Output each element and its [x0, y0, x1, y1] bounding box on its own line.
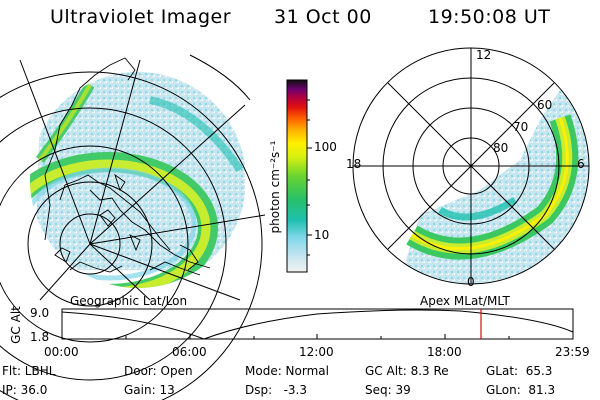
info-door: Door: Open	[124, 364, 193, 378]
altitude-curve	[61, 309, 574, 340]
info-gain: Gain: 13	[124, 383, 175, 397]
polar-plot	[352, 47, 590, 285]
altitude-ylabel: GC Alt	[9, 306, 23, 344]
mlt-label-18: 18	[346, 157, 362, 171]
info-glon: GLon: 81.3	[486, 383, 556, 397]
info-seq: Seq: 39	[365, 383, 411, 397]
x-tick-label: 00:00	[44, 345, 79, 359]
mlt-label-6: 6	[577, 157, 585, 171]
info-dsp: Dsp: -3.3	[245, 383, 308, 397]
time-label: 19:50:08 UT	[428, 6, 551, 28]
x-tick-label: 06:00	[172, 345, 207, 359]
altitude-y-top: 9.0	[30, 306, 50, 320]
instrument-title: Ultraviolet Imager	[50, 6, 232, 28]
colorbar	[286, 79, 312, 273]
x-tick-label: 18:00	[427, 345, 462, 359]
lat-label-80: 80	[493, 141, 509, 155]
left-panel-title: Geographic Lat/Lon	[70, 294, 188, 308]
info-flt: Flt: LBHL	[2, 364, 56, 378]
colorbar-unit-label: photon cm⁻²s⁻¹	[268, 140, 282, 234]
altitude-plot	[61, 308, 574, 340]
geographic-image	[0, 54, 266, 400]
colorbar-tick-100: 100	[314, 140, 337, 154]
mlt-label-0: 0	[467, 275, 475, 289]
info-ip: IP: 36.0	[2, 383, 48, 397]
info-glat: GLat: 65.3	[486, 364, 553, 378]
x-tick-label: 12:00	[299, 345, 334, 359]
x-tick-label: 23:59	[555, 345, 590, 359]
info-mode: Mode: Normal	[245, 364, 329, 378]
lat-label-70: 70	[513, 120, 529, 134]
mlt-label-12: 12	[476, 48, 492, 62]
right-panel-title: Apex MLat/MLT	[420, 294, 510, 308]
info-gcalt: GC Alt: 8.3 Re	[365, 364, 449, 378]
date-label: 31 Oct 00	[274, 6, 372, 28]
colorbar-tick-10: 10	[314, 228, 330, 242]
altitude-y-bottom: 1.8	[30, 330, 50, 344]
lat-label-60: 60	[537, 98, 553, 112]
